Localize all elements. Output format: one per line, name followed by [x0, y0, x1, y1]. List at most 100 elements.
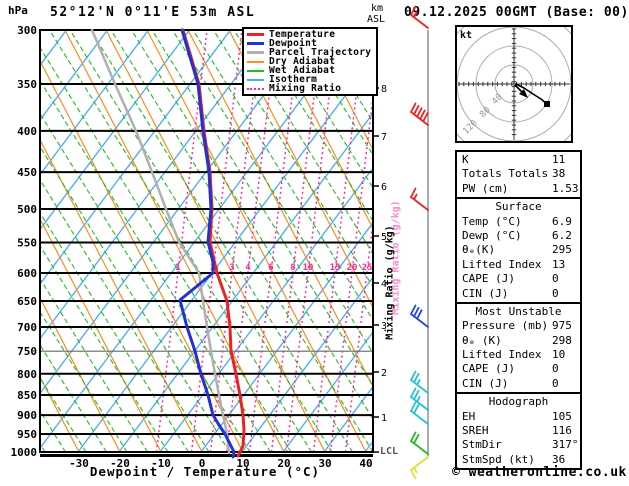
indices-row: θₑ (K) 298 [457, 334, 580, 348]
indices-row-value: 6.2 [552, 228, 572, 242]
indices-row-label: θₑ(K) [462, 243, 496, 257]
isotherm-line [41, 31, 272, 339]
wind-barb-tick [410, 401, 417, 412]
indices-row-value: 298 [552, 333, 572, 347]
mixing-ratio-axis-label: Mixing Ratio (g/kg) [384, 225, 396, 340]
indices-box-title: Surface [495, 200, 542, 214]
pressure-tick-label: 850 [17, 389, 37, 402]
dry-adiabat-line [269, 31, 372, 228]
mixing-ratio-line [344, 224, 372, 451]
km-tick-label: 4 [381, 279, 387, 290]
wet-adiabat-line [41, 345, 107, 451]
wet-adiabat-line [192, 31, 372, 320]
wet-adiabat-line [213, 31, 372, 287]
mixing-ratio-tick-label: 6 [268, 263, 273, 273]
indices-row-label: CAPE (J) [462, 272, 515, 286]
legend-label: Temperature [269, 29, 336, 40]
wet-adiabat-line [131, 31, 372, 419]
isotherm-line [41, 31, 190, 230]
legend-thin-line-sample [247, 60, 264, 63]
indices-row-label: θₑ (K) [462, 333, 502, 347]
wet-adiabat-line [172, 31, 372, 353]
indices-row-value: 1.53 [552, 181, 579, 195]
mixing-ratio-line [155, 31, 208, 451]
isotherm-line [282, 332, 372, 451]
wind-barb-tick [410, 102, 417, 113]
indices-row-value: 295 [552, 243, 572, 257]
km-tick-label: 3 [381, 321, 387, 332]
legend-row: Temperature [244, 30, 376, 39]
wind-barb [410, 431, 429, 455]
wind-barb-tick [413, 104, 420, 116]
legend-thin-line-sample [247, 69, 264, 72]
indices-row-label: Lifted Index [462, 257, 542, 271]
wind-barb-tick [416, 107, 423, 118]
pressure-tick-label: 450 [17, 166, 37, 179]
mixing-ratio-tick-label: 3 [229, 263, 234, 273]
mixing-ratio-tick-label: 4 [245, 263, 251, 273]
wind-barb-tick [410, 5, 417, 16]
wind-barb [410, 5, 429, 29]
wind-barb [410, 187, 429, 211]
indices-row-value: 116 [552, 424, 572, 438]
wet-adiabat-line [233, 31, 372, 254]
indices-row: PW (cm) 1.53 [457, 182, 580, 196]
pressure-tick-label: 300 [17, 24, 37, 37]
temp-tick-label: 0 [199, 457, 206, 470]
mixing-ratio-line [225, 31, 278, 451]
indices-row-value: 10 [552, 348, 566, 362]
pressure-axis-unit: hPa [8, 4, 28, 17]
km-tick-label: 7 [381, 132, 387, 143]
hodograph-trace [515, 83, 548, 105]
isotherm-line [41, 31, 313, 394]
copyright-footer: © weatheronline.co.uk [452, 465, 627, 480]
indices-row: CAPE (J) 0 [457, 272, 580, 286]
mixing-ratio-line [248, 31, 301, 451]
indices-row-value: 0 [552, 362, 559, 376]
indices-row-value: 38 [552, 167, 566, 181]
wind-barb-tick [413, 372, 420, 384]
indices-row-value: 0 [552, 272, 559, 286]
indices-row-value: 975 [552, 319, 572, 333]
wind-barb-tick [413, 403, 420, 415]
indices-row: CIN (J) 0 [457, 377, 580, 391]
wind-barb-tick [422, 111, 429, 123]
temp-tick-label: 20 [277, 457, 290, 470]
km-tick-label: 2 [381, 368, 387, 379]
wet-adiabat-line [41, 213, 189, 451]
wind-barb [410, 304, 429, 328]
altitude-axis-unit-km: km [371, 3, 384, 14]
pressure-tick-label: 700 [17, 321, 37, 334]
indices-row-value: 36 [552, 452, 566, 466]
indices-box: K 11 Totals Totals 38 PW (cm) 1.53 [455, 150, 582, 200]
mixing-ratio-line [329, 99, 372, 451]
wind-barb-tick [410, 304, 417, 315]
wind-barb-tick [413, 389, 420, 401]
legend-row: Parcel Trajectory [244, 48, 376, 57]
wind-barb-halftick [416, 379, 421, 386]
indices-row: SREH 116 [457, 424, 580, 438]
altitude-axis-unit-asl: ASL [367, 14, 386, 25]
mixing-ratio-tick-label: 8 [290, 263, 295, 273]
pressure-tick-label: 550 [17, 236, 37, 249]
wind-barb-tick [410, 431, 417, 442]
wet-adiabat-line [41, 378, 87, 451]
indices-row: Dewp (°C) 6.2 [457, 229, 580, 243]
km-tick-label: 5 [381, 232, 387, 243]
wet-adiabat-line [41, 114, 251, 451]
temp-tick-label: 40 [359, 457, 372, 470]
datetime-title: 09.12.2025 00GMT (Base: 00) [404, 5, 629, 20]
mixing-ratio-line [270, 31, 323, 451]
legend-row: Mixing Ratio [244, 84, 376, 93]
indices-box: Most Unstable Pressure (mb) 975 θₑ (K) 298 Li… [455, 301, 582, 395]
wind-barb [410, 370, 429, 394]
dry-adiabat-line [310, 31, 372, 149]
wind-barb-halftick [413, 11, 418, 19]
indices-row: StmSpd (kt) 36 [457, 453, 580, 467]
indices-row-value: 317° [552, 438, 579, 452]
wind-barb-tick [410, 387, 417, 398]
temperature-axis-label: Dewpoint / Temperature (°C) [89, 464, 321, 479]
legend-thick-line-sample [247, 42, 264, 45]
wind-barb [410, 401, 429, 425]
